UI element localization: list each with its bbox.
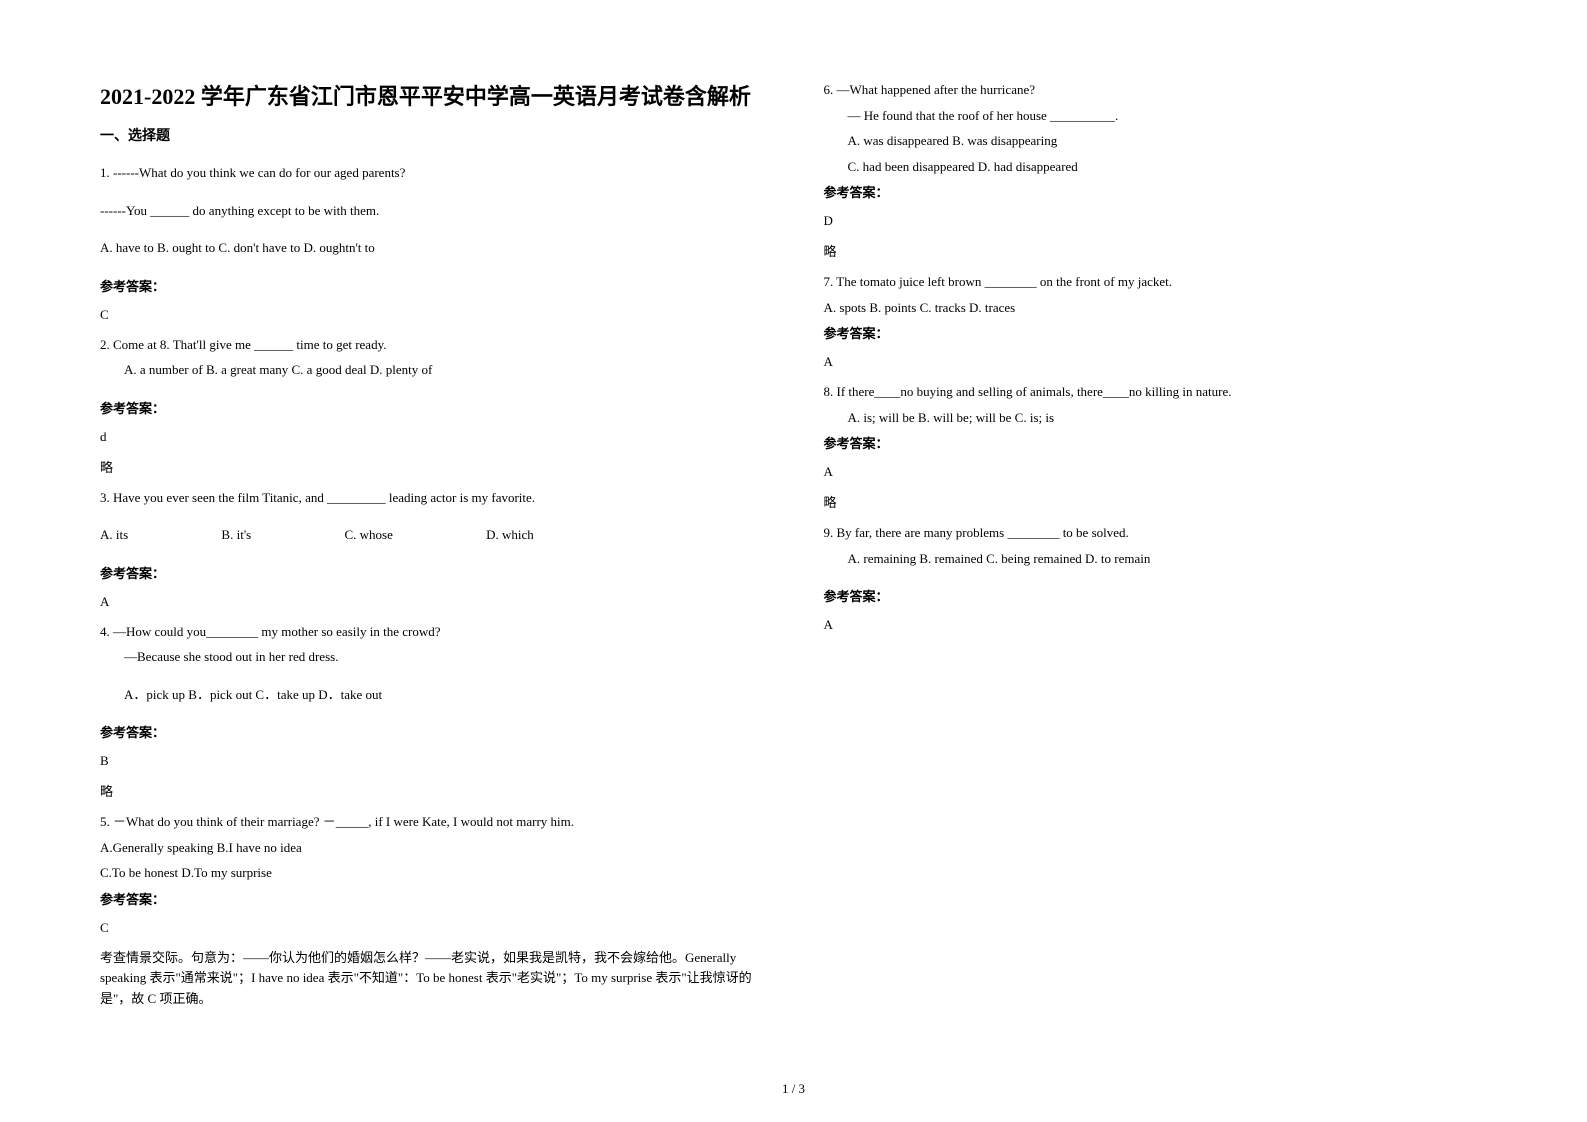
page-number: 1 / 3 — [0, 1081, 1587, 1097]
q2-line1: 2. Come at 8. That'll give me ______ tim… — [100, 335, 764, 355]
q3-answer: A — [100, 594, 764, 610]
q1-answer: C — [100, 307, 764, 323]
q6-answer: D — [824, 213, 1488, 229]
q8-line1: 8. If there____no buying and selling of … — [824, 382, 1488, 402]
q7-answer: A — [824, 354, 1488, 370]
q6-line3: A. was disappeared B. was disappearing — [824, 131, 1488, 151]
q3-optC: C. whose — [344, 525, 392, 545]
q4-line2: —Because she stood out in her red dress. — [100, 647, 764, 667]
answer-label: 参考答案： — [100, 276, 764, 295]
q4-line1: 4. —How could you________ my mother so e… — [100, 622, 764, 642]
q9-line1: 9. By far, there are many problems _____… — [824, 523, 1488, 543]
answer-label: 参考答案： — [100, 889, 764, 908]
answer-label: 参考答案： — [100, 722, 764, 741]
q1-line1: 1. ------What do you think we can do for… — [100, 163, 764, 183]
q5-line3: C.To be honest D.To my surprise — [100, 863, 764, 883]
q3-optB: B. it's — [221, 525, 251, 545]
q3-opts: A. its B. it's C. whose D. which — [100, 525, 764, 545]
page-title: 2021-2022 学年广东省江门市恩平平安中学高一英语月考试卷含解析 — [100, 80, 764, 113]
section-heading: 一、选择题 — [100, 125, 764, 145]
answer-label: 参考答案： — [100, 563, 764, 582]
q3-line1: 3. Have you ever seen the film Titanic, … — [100, 488, 764, 508]
q6-line1: 6. —What happened after the hurricane? — [824, 80, 1488, 100]
q2-note: 略 — [100, 457, 764, 476]
q1-line2: ------You ______ do anything except to b… — [100, 201, 764, 221]
q8-answer: A — [824, 464, 1488, 480]
q5-line2: A.Generally speaking B.I have no idea — [100, 838, 764, 858]
q3-optD: D. which — [486, 525, 534, 545]
q9-opts: A. remaining B. remained C. being remain… — [824, 549, 1488, 569]
q5-line1: 5. －What do you think of their marriage?… — [100, 812, 764, 832]
answer-label: 参考答案： — [824, 182, 1488, 201]
q7-line1: 7. The tomato juice left brown ________ … — [824, 272, 1488, 292]
q1-opts: A. have to B. ought to C. don't have to … — [100, 238, 764, 258]
answer-label: 参考答案： — [824, 433, 1488, 452]
q3-optA: A. its — [100, 525, 128, 545]
q6-note: 略 — [824, 241, 1488, 260]
q5-explain: 考查情景交际。句意为：——你认为他们的婚姻怎么样？——老实说，如果我是凯特，我不… — [100, 948, 764, 1010]
q8-opts: A. is; will be B. will be; will be C. is… — [824, 408, 1488, 428]
answer-label: 参考答案： — [824, 323, 1488, 342]
q8-note: 略 — [824, 492, 1488, 511]
q2-answer: d — [100, 429, 764, 445]
q5-answer: C — [100, 920, 764, 936]
q7-opts: A. spots B. points C. tracks D. traces — [824, 298, 1488, 318]
answer-label: 参考答案： — [100, 398, 764, 417]
q9-answer: A — [824, 617, 1488, 633]
q4-note: 略 — [100, 781, 764, 800]
answer-label: 参考答案： — [824, 586, 1488, 605]
q6-line2: — He found that the roof of her house __… — [824, 106, 1488, 126]
q4-answer: B — [100, 753, 764, 769]
q6-line4: C. had been disappeared D. had disappear… — [824, 157, 1488, 177]
q2-opts: A. a number of B. a great many C. a good… — [100, 360, 764, 380]
q4-opts: A．pick up B．pick out C．take up D．take ou… — [100, 685, 764, 705]
